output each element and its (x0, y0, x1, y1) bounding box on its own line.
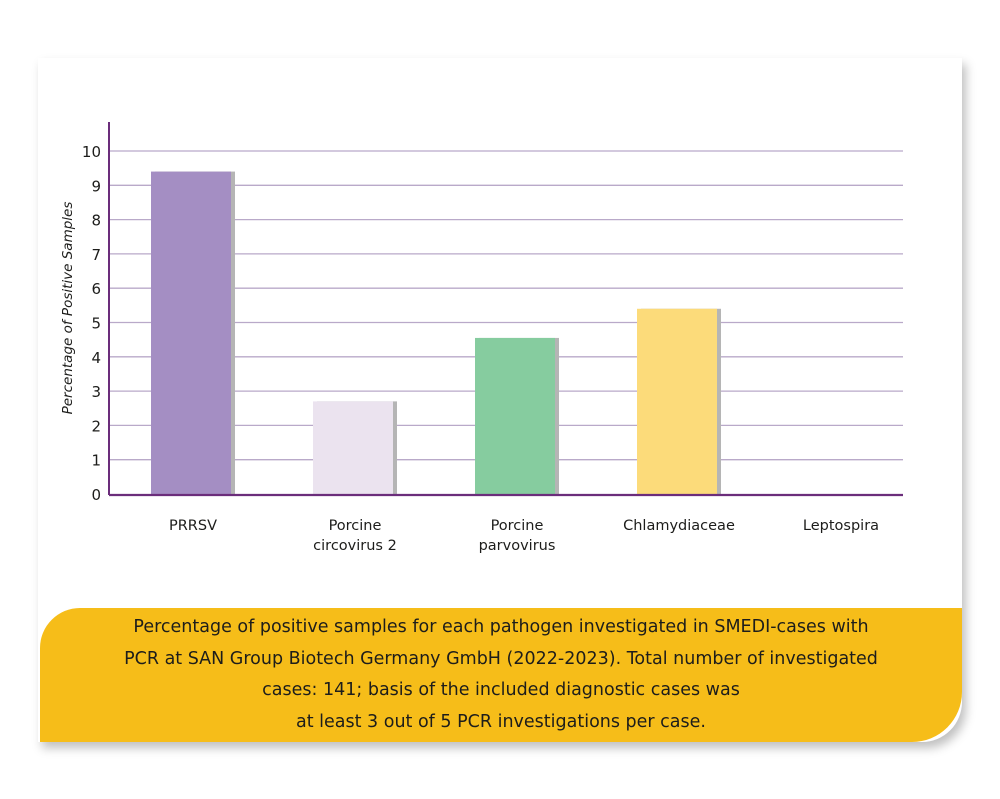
bar-chart: 0 1 2 3 4 5 6 7 8 9 10 PRRSV Porcine circovirus 2 Porc… (60, 122, 903, 554)
y-tick-label: 7 (91, 246, 101, 264)
y-axis-label: Percentage of Positive Samples (60, 202, 76, 415)
x-tick-label: Leptospira (803, 518, 879, 534)
caption-line: Percentage of positive samples for each … (133, 617, 869, 637)
x-tick-label: parvovirus (479, 538, 556, 554)
x-tick-label: PRRSV (169, 518, 217, 534)
bar (313, 401, 393, 494)
bar (151, 171, 231, 494)
y-tick-label: 0 (91, 486, 101, 504)
caption-line: at least 3 out of 5 PCR investigations p… (296, 711, 706, 732)
y-tick-label: 4 (91, 349, 101, 367)
y-tick-label: 5 (91, 315, 101, 333)
chart-caption: Percentage of positive samples for each … (40, 608, 962, 742)
y-tick-label: 1 (91, 452, 101, 470)
bar (637, 308, 717, 494)
caption-line: PCR at SAN Group Biotech Germany GmbH (2… (124, 648, 878, 669)
y-tick-label: 3 (91, 383, 101, 401)
y-tick-label: 2 (91, 417, 101, 435)
caption-line: cases: 141; basis of the included diagno… (262, 680, 740, 700)
x-tick-label: Chlamydiaceae (623, 518, 735, 534)
x-tick-label: circovirus 2 (313, 538, 397, 554)
y-tick-label: 6 (91, 280, 101, 298)
x-tick-label: Porcine (491, 518, 544, 534)
y-tick-label: 8 (91, 212, 101, 230)
bar (475, 337, 555, 494)
x-tick-label: Porcine (329, 518, 382, 534)
y-tick-label: 9 (91, 177, 101, 195)
y-tick-label: 10 (82, 143, 101, 161)
